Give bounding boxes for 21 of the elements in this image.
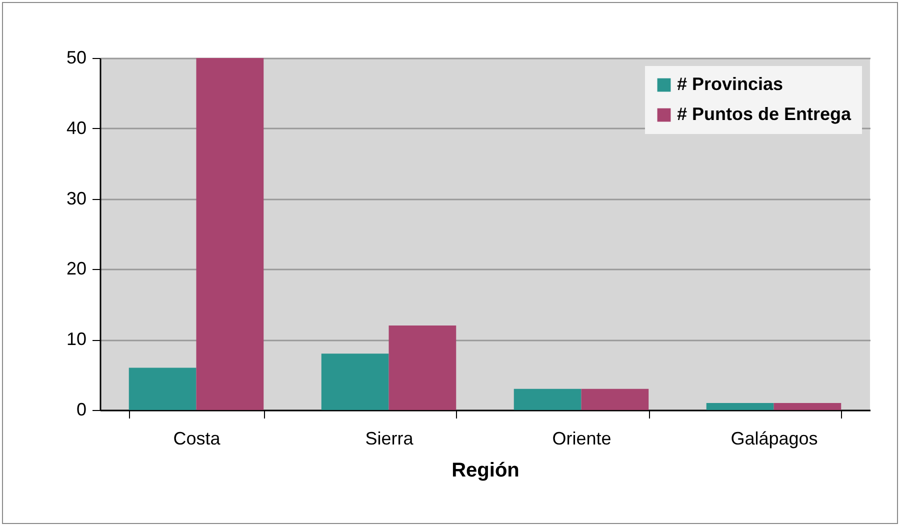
x-tick-label: Costa bbox=[173, 428, 222, 448]
x-axis-title: Región bbox=[452, 460, 520, 482]
y-tick-label: 50 bbox=[66, 48, 86, 68]
bar bbox=[581, 388, 649, 410]
x-tick-label: Galápagos bbox=[730, 428, 818, 448]
bar bbox=[774, 402, 842, 410]
bar bbox=[514, 388, 582, 410]
y-tick-label: 20 bbox=[66, 258, 86, 279]
x-tick-label: Oriente bbox=[552, 428, 612, 448]
bar bbox=[196, 58, 264, 410]
y-tick-label: 30 bbox=[66, 188, 86, 208]
legend-label: # Provincias bbox=[677, 74, 784, 94]
bar bbox=[321, 354, 389, 410]
bar bbox=[706, 402, 774, 410]
legend-label: # Puntos de Entrega bbox=[677, 104, 852, 124]
y-tick-label: 10 bbox=[66, 329, 86, 350]
bar bbox=[388, 326, 456, 410]
bar bbox=[128, 368, 196, 410]
x-tick-label: Sierra bbox=[365, 428, 414, 448]
y-tick-label: 40 bbox=[66, 118, 86, 138]
y-tick-label: 0 bbox=[76, 400, 86, 420]
